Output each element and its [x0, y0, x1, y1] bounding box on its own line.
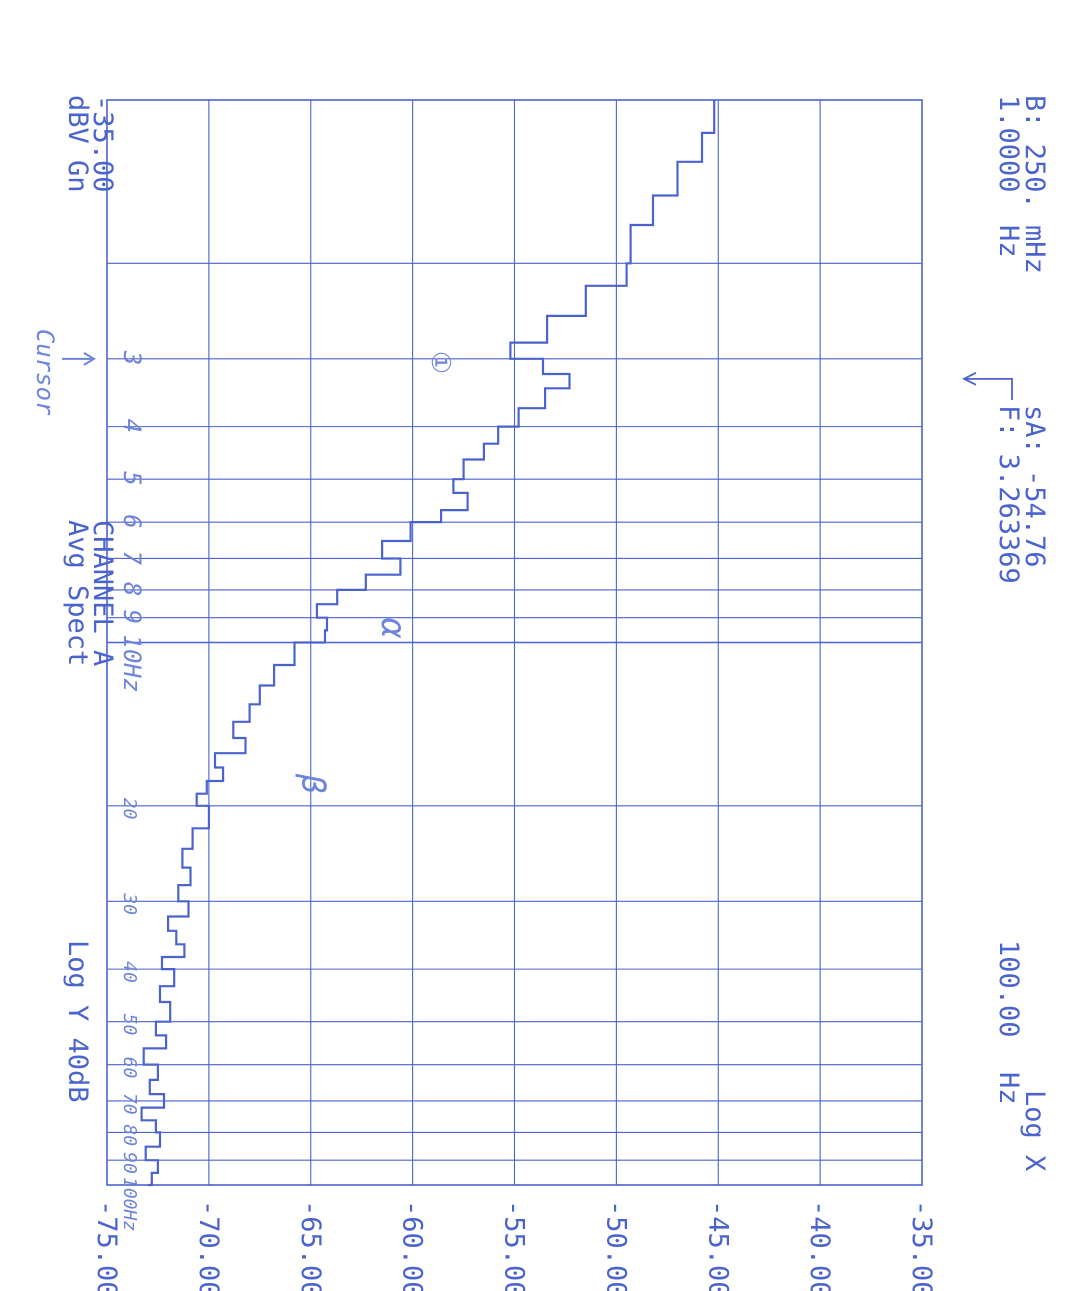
annotation-alpha: α	[373, 618, 413, 639]
header-center: CHANNEL A Avg Spect	[62, 520, 118, 666]
x-end-unit: Hz	[993, 1072, 1024, 1105]
y-scale-label: Log Y 40dB	[62, 940, 93, 1103]
freq-annotation: 70	[119, 1093, 140, 1115]
cursor-annotation: Cursor	[31, 329, 59, 416]
x-end-value: 100.00	[993, 940, 1024, 1038]
bandwidth-value: B: 250.	[1019, 95, 1050, 209]
marker-amplitude: sA: -54.76	[1019, 405, 1050, 568]
freq-annotation: 5	[118, 471, 146, 485]
header-right: Log Y 40dB	[62, 940, 93, 1103]
freq-annotation: 50	[119, 1014, 140, 1036]
cursor-arrow-icon	[62, 351, 96, 366]
freq-annotation: 8	[118, 582, 146, 596]
y-tick-label: -45.00	[702, 1200, 733, 1291]
header-left: -35.00 dBV Gn	[62, 95, 118, 193]
freq-annotation: 100Hz	[119, 1177, 140, 1231]
y-tick-label: -55.00	[499, 1200, 530, 1291]
bandwidth-unit: mHz	[1019, 225, 1050, 274]
y-axis-ticks: -35.00 -40.00 -45.00 -50.00 -55.00 -60.00 -65.…	[91, 1200, 937, 1291]
freq-annotation: 20	[119, 798, 140, 820]
y-tick-label: -35.00	[906, 1200, 937, 1291]
grid	[106, 99, 923, 1186]
spectrum-trace	[140, 100, 716, 1187]
x-start-unit: Hz	[993, 225, 1024, 258]
freq-annotation: 4	[118, 419, 146, 433]
freq-annotation: 10Hz	[118, 635, 146, 693]
y-tick-label: -65.00	[295, 1200, 326, 1291]
freq-annotation: 6	[118, 514, 146, 528]
spectrum-line	[140, 100, 716, 1187]
freq-annotation: 80	[119, 1124, 140, 1146]
annotation-beta: β	[294, 773, 332, 793]
y-tick-label: -50.00	[600, 1200, 631, 1291]
x-start-value: 1.0000	[993, 95, 1024, 193]
footer-right: 100.00 Hz Log X	[993, 940, 1050, 1171]
freq-annotation: 7	[118, 550, 146, 565]
annotations: Cursor ① α β 3 4 5 6 7 8 9 10Hz 20 30 40 50 60 70 80 90 100H…	[31, 329, 1013, 1231]
freq-annotation: 60	[119, 1057, 140, 1079]
freq-annotation: 9	[118, 610, 146, 624]
freq-annotation: 90	[119, 1152, 140, 1174]
top-ref-value: -35.00	[87, 95, 118, 193]
y-tick-label: -70.00	[193, 1200, 224, 1291]
freq-annotation: 3	[118, 350, 146, 365]
footer-left: 1.0000 Hz B: 250. mHz	[993, 95, 1050, 274]
channel-label: CHANNEL A	[87, 520, 118, 666]
y-tick-label: -75.00	[91, 1200, 122, 1291]
x-scale-label: Log X	[1019, 1090, 1050, 1171]
marker-pointer-icon	[961, 372, 1013, 400]
freq-annotation: 40	[119, 961, 140, 983]
freq-annotation: 30	[119, 892, 140, 915]
footer-center: F: 3.263369 sA: -54.76	[993, 405, 1050, 584]
y-tick-label: -60.00	[397, 1200, 428, 1291]
annotation-peak-marker: ①	[425, 351, 455, 374]
measurement-label: Avg Spect	[62, 520, 93, 666]
marker-frequency: F: 3.263369	[993, 405, 1024, 584]
top-ref-unit: dBV Gn	[62, 95, 93, 193]
y-tick-label: -40.00	[804, 1200, 835, 1291]
